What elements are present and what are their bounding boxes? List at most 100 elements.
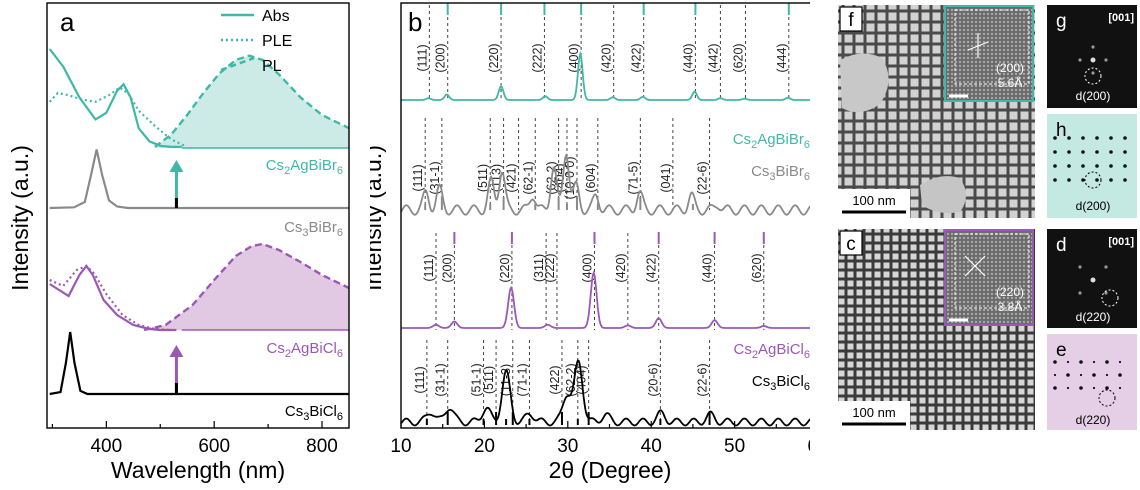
diffraction-dots (1053, 136, 1127, 182)
diffraction-dot (1109, 164, 1113, 168)
hkl-label: (421) (505, 163, 519, 192)
hkl-label: (71-1) (515, 363, 529, 396)
image-h-label: h (1056, 120, 1067, 141)
pl-curve-cs2agbibr6 (154, 54, 350, 148)
hkl-label: (422) (645, 253, 659, 282)
hkl-label: (311) (532, 254, 546, 282)
hkl-label: (620) (731, 43, 745, 72)
pl-area-cs2agbibr6 (154, 55, 349, 148)
diffraction-dot (1123, 136, 1127, 140)
hkl-label: (442) (706, 43, 720, 72)
image-d-spot: d(220) (1076, 310, 1111, 324)
tem-void-region (920, 176, 966, 214)
image-h-spot: d(200) (1076, 199, 1111, 213)
diffraction-dots (1053, 360, 1122, 390)
inset-f-hkl: (200) (996, 61, 1024, 75)
sample-label-cs3bibr6-a: Cs3BiBr6 (284, 219, 343, 239)
diffraction-dot (1092, 386, 1096, 390)
abs-curve-cs2agbibr6 (48, 48, 182, 148)
diffraction-dot (1066, 373, 1070, 377)
panel-b-label: b (408, 7, 422, 37)
legend-abs-label: Abs (262, 8, 290, 25)
hrtem-inset-c (944, 229, 1034, 326)
image-c-label-box (839, 230, 863, 256)
diffraction-dot (1053, 136, 1057, 140)
fft-image-d: d [001] d(220) (1047, 229, 1137, 328)
diffraction-dot (1081, 178, 1085, 182)
hkl-label: (511) (482, 366, 496, 394)
diffraction-dot (1081, 136, 1085, 140)
hkl-label: (620) (750, 253, 764, 282)
hkl-label: (111) (413, 366, 427, 393)
hkl-label: (444) (775, 43, 789, 72)
hkl-label: (111) (411, 164, 425, 191)
ple-curve-cs2agbibr6 (48, 86, 185, 147)
arrow-head (169, 160, 184, 172)
hkl-label: (222) (530, 43, 544, 72)
inset-f-d: 5.6Å (998, 75, 1023, 90)
diffraction-dot (1095, 178, 1099, 182)
hkl-label: (62-2) (564, 363, 578, 396)
inset-c-d: 3.8Å (998, 299, 1023, 314)
panel-a-xlabel: Wavelength (nm) (111, 457, 285, 483)
hkl-label: (440) (701, 253, 715, 282)
arrow-head (169, 345, 184, 357)
hkl-label: (111) (415, 44, 429, 71)
x-tick-label: 20 (474, 436, 495, 457)
hkl-label: (604) (584, 163, 598, 192)
xrd-pattern-cs3bicl6 (400, 359, 810, 427)
diffraction-dot (1067, 150, 1071, 154)
diffraction-dot (1067, 136, 1071, 140)
panel-a-plot-frame (46, 2, 350, 429)
diffraction-dot (1105, 360, 1109, 364)
scalebar-f-label: 100 nm (852, 193, 895, 208)
tem-image-c: c (220) 3.8Å 100 nm (838, 229, 1035, 430)
hkl-label: (511) (476, 164, 490, 192)
panel-a-legend: Abs PLE PL (220, 8, 292, 75)
diffraction-dot (1053, 360, 1057, 364)
diffraction-dot (1066, 360, 1070, 364)
hkl-label: (222) (543, 253, 557, 282)
hkl-label: (200) (434, 43, 448, 72)
hkl-label: (420) (600, 43, 614, 72)
legend-pl-label: PL (262, 58, 282, 75)
sample-label-cs3bicl6-a: Cs3BiCl6 (285, 403, 343, 423)
pattern-spot-circle (1084, 171, 1102, 189)
fft-spot-circle (1084, 67, 1102, 85)
diffraction-dot (1118, 386, 1122, 390)
diffraction-dot (1092, 373, 1096, 377)
diffraction-dot (1105, 386, 1109, 390)
image-d-label: d (1056, 235, 1067, 256)
x-tick-label: 600 (198, 436, 230, 457)
x-tick-label: 800 (306, 436, 338, 457)
tem-images: f (200) 5.6Å 100 nm c (220) 3.8Å 100 nm … (838, 5, 1137, 430)
hkl-label: (200) (440, 253, 454, 282)
tem-void-region (840, 53, 889, 113)
diffraction-dot (1081, 164, 1085, 168)
sample-label-cs2agbibr6-b: Cs2AgBiBr6 (733, 131, 810, 151)
diffraction-dot (1109, 136, 1113, 140)
lattice-marker (964, 255, 986, 277)
diffraction-dot (1123, 178, 1127, 182)
diffraction-dot (1109, 150, 1113, 154)
tem-image-f: f (200) 5.6Å 100 nm (838, 5, 1035, 218)
diffraction-dot (1095, 150, 1099, 154)
image-e-label: e (1056, 340, 1067, 361)
diffraction-dot (1095, 164, 1099, 168)
hkl-label: (111) (422, 254, 436, 281)
hrtem-inset-f (944, 5, 1034, 102)
pl-curve-cs2agbicl6 (143, 242, 350, 332)
diffraction-dot (1079, 386, 1083, 390)
hkl-label: (20-6) (646, 363, 660, 396)
ple-curve-cs2agbicl6 (49, 264, 172, 332)
hkl-label: (71-5) (626, 161, 640, 194)
inset-roi-box (954, 233, 1030, 309)
pl-area-cs2agbicl6 (144, 244, 349, 330)
image-g-spot: d(200) (1076, 89, 1111, 103)
xrd-pattern-cs2agbibr6 (401, 50, 810, 101)
panel-a-label: a (60, 7, 75, 37)
legend-pl-swatch (220, 56, 255, 72)
diffraction-dot (1105, 373, 1109, 377)
hkl-label: (22-6) (696, 161, 710, 194)
sample-label-cs3bicl6-b: Cs3BiCl6 (752, 373, 810, 393)
